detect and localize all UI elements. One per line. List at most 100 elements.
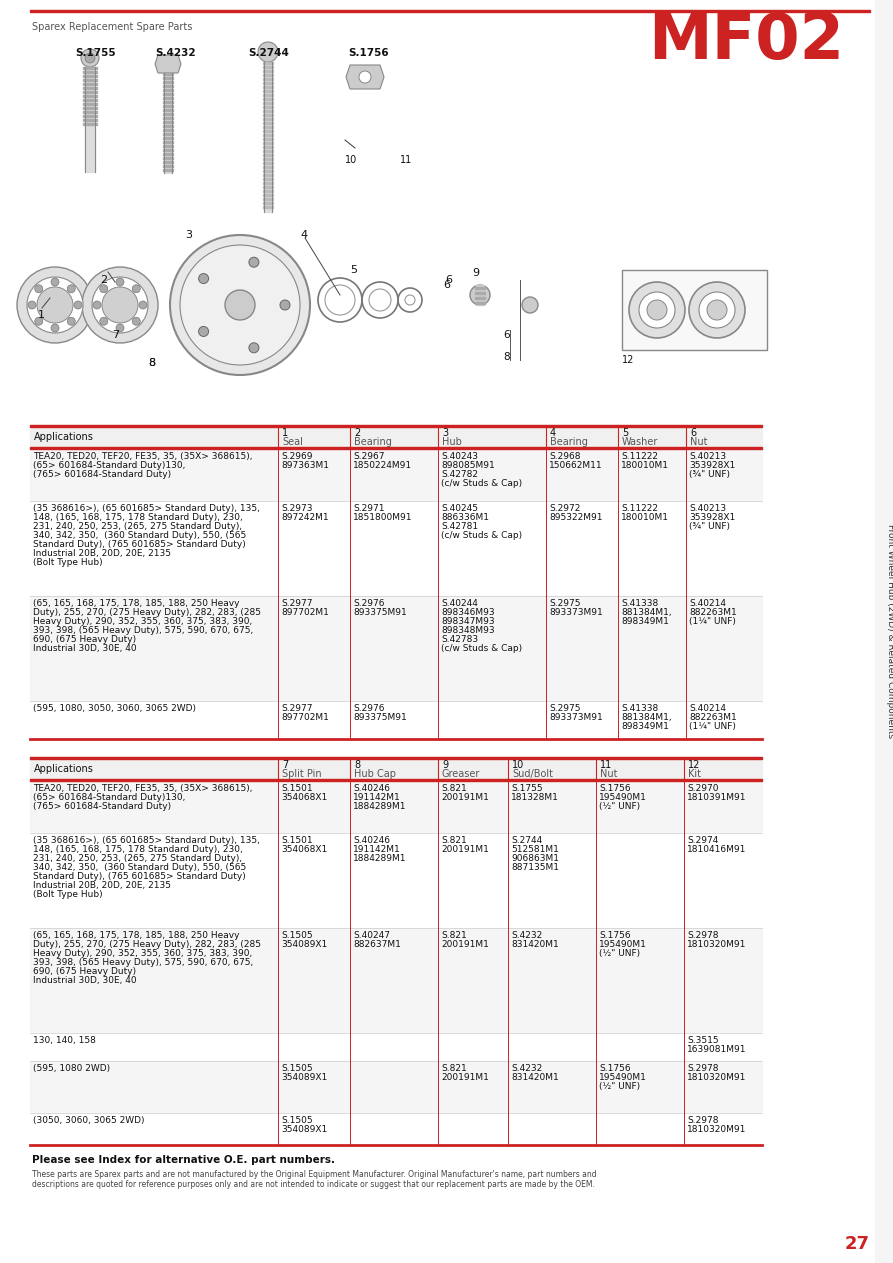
Text: 353928X1: 353928X1 bbox=[689, 513, 735, 522]
Circle shape bbox=[522, 297, 538, 313]
Polygon shape bbox=[155, 56, 181, 73]
Circle shape bbox=[28, 301, 36, 309]
Circle shape bbox=[102, 287, 138, 323]
Text: S.4232: S.4232 bbox=[511, 1063, 542, 1074]
Text: S.40214: S.40214 bbox=[689, 703, 726, 714]
Bar bbox=[85, 67, 95, 172]
Bar bbox=[83, 104, 97, 105]
Text: 897702M1: 897702M1 bbox=[281, 608, 329, 618]
Bar bbox=[263, 78, 273, 80]
Text: 393, 398, (565 Heavy Duty), 575, 590, 670, 675,: 393, 398, (565 Heavy Duty), 575, 590, 67… bbox=[33, 626, 254, 635]
Text: Industrial 30D, 30E, 40: Industrial 30D, 30E, 40 bbox=[33, 976, 137, 985]
Text: 354089X1: 354089X1 bbox=[281, 1074, 327, 1082]
Bar bbox=[263, 138, 273, 140]
Bar bbox=[163, 153, 173, 155]
Text: 12: 12 bbox=[688, 760, 700, 770]
Text: 191142M1: 191142M1 bbox=[353, 845, 401, 854]
Circle shape bbox=[132, 317, 140, 326]
Text: 882263M1: 882263M1 bbox=[689, 714, 737, 722]
Bar bbox=[875, 0, 893, 1263]
Circle shape bbox=[100, 284, 108, 293]
Circle shape bbox=[35, 284, 43, 293]
Bar bbox=[83, 87, 97, 88]
Text: 7: 7 bbox=[282, 760, 288, 770]
Bar bbox=[30, 701, 762, 739]
Text: S.1501: S.1501 bbox=[281, 784, 313, 793]
Bar bbox=[263, 99, 273, 100]
Text: 148, (165, 168, 175, 178 Standard Duty), 230,: 148, (165, 168, 175, 178 Standard Duty),… bbox=[33, 845, 243, 854]
Bar bbox=[263, 86, 273, 88]
Text: S.1505: S.1505 bbox=[281, 1063, 313, 1074]
Bar bbox=[163, 112, 173, 115]
Text: S.4232: S.4232 bbox=[155, 48, 196, 58]
Circle shape bbox=[100, 317, 108, 326]
Text: 3: 3 bbox=[442, 428, 448, 438]
Text: 897242M1: 897242M1 bbox=[281, 513, 329, 522]
Text: Applications: Applications bbox=[34, 432, 94, 442]
Bar bbox=[163, 129, 173, 131]
Text: Industrial 30D, 30E, 40: Industrial 30D, 30E, 40 bbox=[33, 644, 137, 653]
Text: (½" UNF): (½" UNF) bbox=[599, 949, 640, 959]
Text: Greaser: Greaser bbox=[442, 769, 480, 779]
Text: 200191M1: 200191M1 bbox=[441, 940, 488, 949]
Circle shape bbox=[81, 49, 99, 67]
Text: S.821: S.821 bbox=[441, 1063, 467, 1074]
Bar bbox=[30, 426, 762, 427]
Text: S.2973: S.2973 bbox=[281, 504, 313, 513]
Text: S.42781: S.42781 bbox=[441, 522, 478, 530]
Text: These parts are Sparex parts and are not manufactured by the Original Equipment : These parts are Sparex parts and are not… bbox=[32, 1170, 597, 1190]
Text: Nut: Nut bbox=[690, 437, 707, 447]
Bar bbox=[475, 287, 485, 289]
Bar bbox=[263, 130, 273, 133]
Bar bbox=[83, 123, 97, 125]
Circle shape bbox=[116, 325, 124, 332]
Text: (765> 601684-Standard Duty): (765> 601684-Standard Duty) bbox=[33, 802, 171, 811]
Text: 8: 8 bbox=[148, 357, 155, 368]
Text: S.821: S.821 bbox=[441, 931, 467, 940]
Bar bbox=[263, 126, 273, 128]
Text: S.2744: S.2744 bbox=[248, 48, 288, 58]
Text: Washer: Washer bbox=[622, 437, 658, 447]
Text: S.40214: S.40214 bbox=[689, 599, 726, 608]
Text: (c/w Studs & Cap): (c/w Studs & Cap) bbox=[441, 644, 522, 653]
Circle shape bbox=[225, 290, 255, 320]
Text: (¾" UNF): (¾" UNF) bbox=[689, 522, 730, 530]
Text: Heavy Duty), 290, 352, 355, 360, 375, 383, 390,: Heavy Duty), 290, 352, 355, 360, 375, 38… bbox=[33, 618, 252, 626]
Text: 6: 6 bbox=[445, 275, 452, 285]
Circle shape bbox=[139, 301, 147, 309]
Bar bbox=[30, 426, 762, 447]
Circle shape bbox=[116, 278, 124, 285]
Text: S.2967: S.2967 bbox=[353, 452, 385, 461]
Bar bbox=[263, 165, 273, 168]
Text: S.1501: S.1501 bbox=[281, 836, 313, 845]
Text: (35 368616>), (65 601685> Standard Duty), 135,: (35 368616>), (65 601685> Standard Duty)… bbox=[33, 504, 260, 513]
Circle shape bbox=[74, 301, 82, 309]
Bar bbox=[83, 115, 97, 117]
Circle shape bbox=[92, 277, 148, 333]
Text: TEA20, TED20, TEF20, FE35, 35, (35X> 368615),: TEA20, TED20, TEF20, FE35, 35, (35X> 368… bbox=[33, 784, 253, 793]
Text: 231, 240, 250, 253, (265, 275 Standard Duty),: 231, 240, 250, 253, (265, 275 Standard D… bbox=[33, 522, 242, 530]
Text: Bearing: Bearing bbox=[354, 437, 392, 447]
Bar bbox=[163, 165, 173, 167]
Circle shape bbox=[37, 287, 73, 323]
Text: 340, 342, 350,  (360 Standard Duty), 550, (565: 340, 342, 350, (360 Standard Duty), 550,… bbox=[33, 863, 246, 871]
Text: 1884289M1: 1884289M1 bbox=[353, 854, 406, 863]
Circle shape bbox=[35, 317, 43, 326]
Bar bbox=[263, 141, 273, 144]
Text: S.40213: S.40213 bbox=[689, 452, 726, 461]
Bar bbox=[622, 270, 767, 350]
Text: 690, (675 Heavy Duty): 690, (675 Heavy Duty) bbox=[33, 635, 136, 644]
Text: 897702M1: 897702M1 bbox=[281, 714, 329, 722]
Text: S.2974: S.2974 bbox=[687, 836, 718, 845]
Bar bbox=[83, 71, 97, 73]
Text: S.2976: S.2976 bbox=[353, 703, 385, 714]
Text: 354089X1: 354089X1 bbox=[281, 1125, 327, 1134]
Text: 12: 12 bbox=[622, 355, 634, 365]
Bar bbox=[30, 757, 762, 759]
Text: S.821: S.821 bbox=[441, 784, 467, 793]
Text: S.1755: S.1755 bbox=[511, 784, 543, 793]
Text: S.11222: S.11222 bbox=[621, 504, 658, 513]
Text: 906863M1: 906863M1 bbox=[511, 854, 559, 863]
Text: S.2971: S.2971 bbox=[353, 504, 385, 513]
Text: S.40246: S.40246 bbox=[353, 784, 390, 793]
